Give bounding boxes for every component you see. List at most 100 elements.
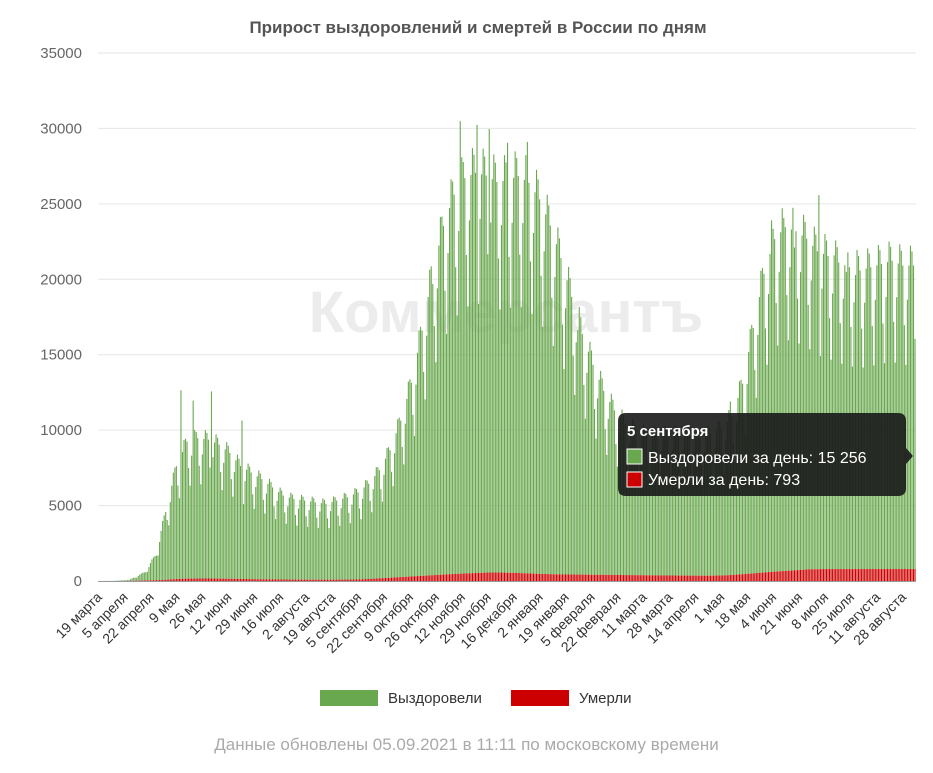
bar-deaths[interactable]: [227, 578, 229, 581]
bar-recovered[interactable]: [526, 141, 528, 574]
bar-deaths[interactable]: [169, 579, 171, 581]
bar-recovered[interactable]: [745, 435, 747, 575]
bar-deaths[interactable]: [184, 578, 187, 581]
bar-deaths[interactable]: [265, 579, 267, 581]
bar-deaths[interactable]: [261, 579, 263, 581]
bar-recovered[interactable]: [204, 430, 206, 579]
bar-deaths[interactable]: [838, 569, 840, 581]
bar-deaths[interactable]: [720, 575, 722, 581]
bar-recovered[interactable]: [217, 437, 219, 579]
bar-recovered[interactable]: [590, 350, 593, 575]
bar-recovered[interactable]: [195, 432, 197, 579]
bar-deaths[interactable]: [439, 574, 441, 581]
bar-deaths[interactable]: [722, 575, 724, 581]
bar-recovered[interactable]: [322, 498, 324, 580]
bar-recovered[interactable]: [482, 148, 484, 573]
bar-deaths[interactable]: [203, 578, 205, 581]
bar-recovered[interactable]: [311, 496, 313, 580]
bar-recovered[interactable]: [714, 447, 716, 576]
bar-deaths[interactable]: [532, 573, 535, 581]
bar-deaths[interactable]: [163, 579, 165, 581]
bar-deaths[interactable]: [783, 571, 785, 581]
bar-recovered[interactable]: [139, 574, 141, 581]
bar-deaths[interactable]: [449, 574, 451, 581]
bar-deaths[interactable]: [226, 578, 228, 581]
bar-recovered[interactable]: [304, 500, 306, 580]
bar-deaths[interactable]: [716, 575, 718, 581]
bar-deaths[interactable]: [708, 575, 710, 581]
bar-recovered[interactable]: [357, 492, 359, 580]
bar-recovered[interactable]: [291, 494, 293, 580]
bar-recovered[interactable]: [517, 175, 519, 574]
bar-deaths[interactable]: [259, 579, 261, 581]
bar-recovered[interactable]: [610, 393, 612, 575]
bar-deaths[interactable]: [725, 575, 727, 581]
bar-deaths[interactable]: [386, 577, 388, 581]
bar-recovered[interactable]: [513, 177, 515, 573]
bar-recovered[interactable]: [351, 504, 353, 580]
bar-recovered[interactable]: [346, 497, 348, 580]
bar-recovered[interactable]: [123, 580, 126, 581]
bar-recovered[interactable]: [462, 162, 464, 574]
bar-deaths[interactable]: [552, 574, 554, 581]
bar-deaths[interactable]: [755, 573, 757, 581]
bar-recovered[interactable]: [438, 245, 440, 575]
bar-deaths[interactable]: [836, 569, 838, 581]
bar-deaths[interactable]: [523, 573, 525, 581]
bar-recovered[interactable]: [192, 400, 194, 579]
bar-deaths[interactable]: [384, 578, 387, 581]
bar-deaths[interactable]: [300, 579, 303, 581]
bar-recovered[interactable]: [847, 252, 849, 570]
bar-recovered[interactable]: [334, 497, 336, 580]
bar-deaths[interactable]: [526, 573, 528, 581]
bar-deaths[interactable]: [378, 578, 380, 581]
bar-deaths[interactable]: [601, 574, 603, 581]
bar-deaths[interactable]: [464, 573, 466, 581]
bar-deaths[interactable]: [536, 573, 538, 581]
bar-deaths[interactable]: [612, 574, 614, 581]
bar-deaths[interactable]: [513, 572, 515, 581]
bar-recovered[interactable]: [180, 390, 182, 579]
bar-recovered[interactable]: [218, 444, 220, 579]
bar-recovered[interactable]: [564, 308, 567, 575]
bar-deaths[interactable]: [867, 569, 869, 581]
bar-deaths[interactable]: [847, 569, 849, 581]
bar-deaths[interactable]: [583, 574, 585, 581]
bar-deaths[interactable]: [242, 579, 245, 581]
bar-deaths[interactable]: [705, 575, 707, 581]
bar-deaths[interactable]: [888, 569, 890, 581]
bar-recovered[interactable]: [391, 471, 393, 578]
bar-deaths[interactable]: [268, 579, 271, 581]
bar-deaths[interactable]: [152, 580, 155, 581]
bar-deaths[interactable]: [394, 577, 396, 581]
bar-deaths[interactable]: [534, 573, 536, 581]
bar-deaths[interactable]: [546, 574, 548, 581]
bar-deaths[interactable]: [250, 579, 252, 581]
bar-deaths[interactable]: [848, 569, 850, 581]
bar-recovered[interactable]: [693, 451, 695, 576]
bar-deaths[interactable]: [685, 575, 687, 581]
bar-deaths[interactable]: [459, 573, 461, 581]
bar-deaths[interactable]: [285, 579, 287, 581]
bar-recovered[interactable]: [569, 278, 571, 575]
bar-deaths[interactable]: [471, 573, 473, 581]
bar-deaths[interactable]: [497, 572, 499, 581]
bar-recovered[interactable]: [247, 463, 249, 580]
bar-recovered[interactable]: [642, 422, 644, 576]
bar-recovered[interactable]: [459, 121, 461, 574]
bar-deaths[interactable]: [200, 578, 202, 582]
bar-recovered[interactable]: [697, 431, 699, 576]
bar-recovered[interactable]: [423, 371, 425, 576]
bar-recovered[interactable]: [651, 434, 654, 576]
bar-deaths[interactable]: [627, 575, 629, 581]
bar-deaths[interactable]: [584, 574, 586, 581]
bar-recovered[interactable]: [313, 498, 315, 580]
bar-deaths[interactable]: [908, 569, 910, 581]
bar-recovered[interactable]: [568, 266, 570, 575]
bar-deaths[interactable]: [241, 578, 243, 581]
bar-recovered[interactable]: [259, 473, 261, 580]
bar-recovered[interactable]: [709, 433, 712, 576]
bar-deaths[interactable]: [432, 575, 434, 581]
bar-deaths[interactable]: [850, 569, 852, 581]
bar-recovered[interactable]: [708, 427, 710, 576]
